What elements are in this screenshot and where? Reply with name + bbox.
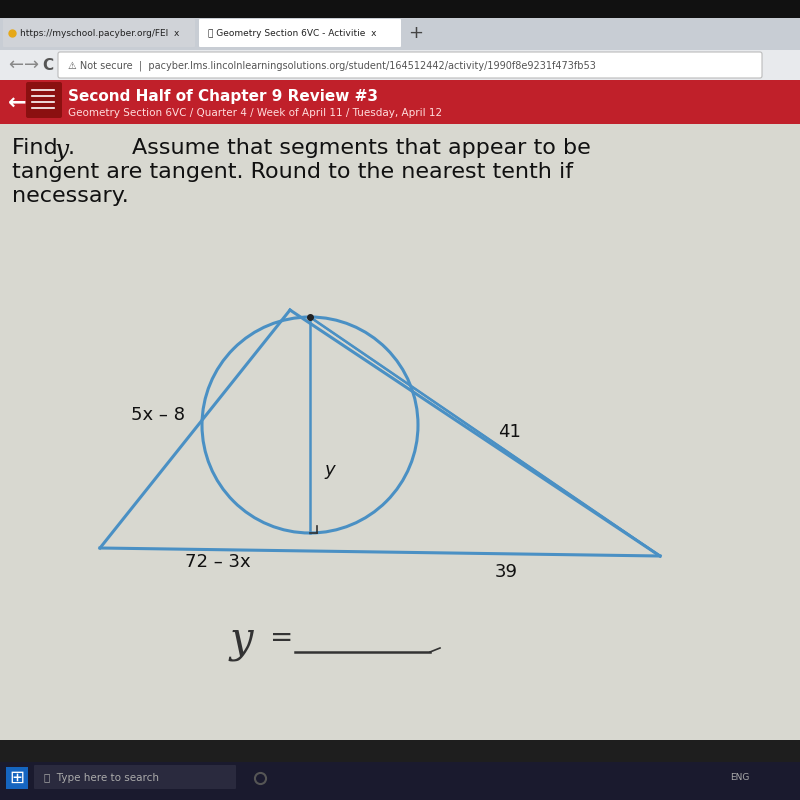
Bar: [0, 80, 800, 124]
FancyBboxPatch shape: [26, 82, 62, 118]
Text: Geometry Section 6VC / Quarter 4 / Week of April 11 / Tuesday, April 12: Geometry Section 6VC / Quarter 4 / Week …: [68, 108, 442, 118]
FancyBboxPatch shape: [58, 52, 762, 78]
FancyBboxPatch shape: [34, 765, 236, 789]
Text: https://myschool.pacyber.org/FEl  x: https://myschool.pacyber.org/FEl x: [20, 29, 179, 38]
Text: y: y: [55, 138, 69, 162]
Text: 39: 39: [495, 563, 518, 581]
Text: Second Half of Chapter 9 Review #3: Second Half of Chapter 9 Review #3: [68, 89, 378, 103]
Text: C: C: [42, 58, 53, 73]
Text: necessary.: necessary.: [12, 186, 129, 206]
Bar: [6, 767, 28, 789]
Text: 5x – 8: 5x – 8: [131, 406, 185, 424]
Text: ←: ←: [8, 93, 26, 113]
Bar: [0, 50, 800, 80]
Bar: [0, 18, 800, 50]
Text: 🔍  Type here to search: 🔍 Type here to search: [44, 773, 159, 783]
Bar: [0, 762, 800, 800]
Bar: [0, 124, 800, 740]
Text: 41: 41: [498, 423, 521, 441]
Text: tangent are tangent. Round to the nearest tenth if: tangent are tangent. Round to the neares…: [12, 162, 573, 182]
Text: ←: ←: [8, 56, 23, 74]
Text: =: =: [270, 624, 294, 652]
Text: ⊞: ⊞: [10, 769, 25, 787]
Text: 72 – 3x: 72 – 3x: [185, 553, 251, 571]
Text: →: →: [24, 56, 39, 74]
Text: 📖 Geometry Section 6VC - Activitie  x: 📖 Geometry Section 6VC - Activitie x: [208, 29, 377, 38]
FancyBboxPatch shape: [3, 19, 195, 47]
Text: Find: Find: [12, 138, 65, 158]
Text: +: +: [408, 24, 423, 42]
Text: .        Assume that segments that appear to be: . Assume that segments that appear to be: [68, 138, 590, 158]
Text: y: y: [324, 461, 334, 479]
Text: ⚠ Not secure  |  pacyber.lms.lincolnlearningsolutions.org/student/164512442/acti: ⚠ Not secure | pacyber.lms.lincolnlearni…: [68, 61, 596, 71]
Bar: [0, 0, 800, 18]
FancyBboxPatch shape: [199, 19, 401, 47]
Text: y: y: [230, 619, 254, 661]
Text: ENG: ENG: [730, 774, 750, 782]
